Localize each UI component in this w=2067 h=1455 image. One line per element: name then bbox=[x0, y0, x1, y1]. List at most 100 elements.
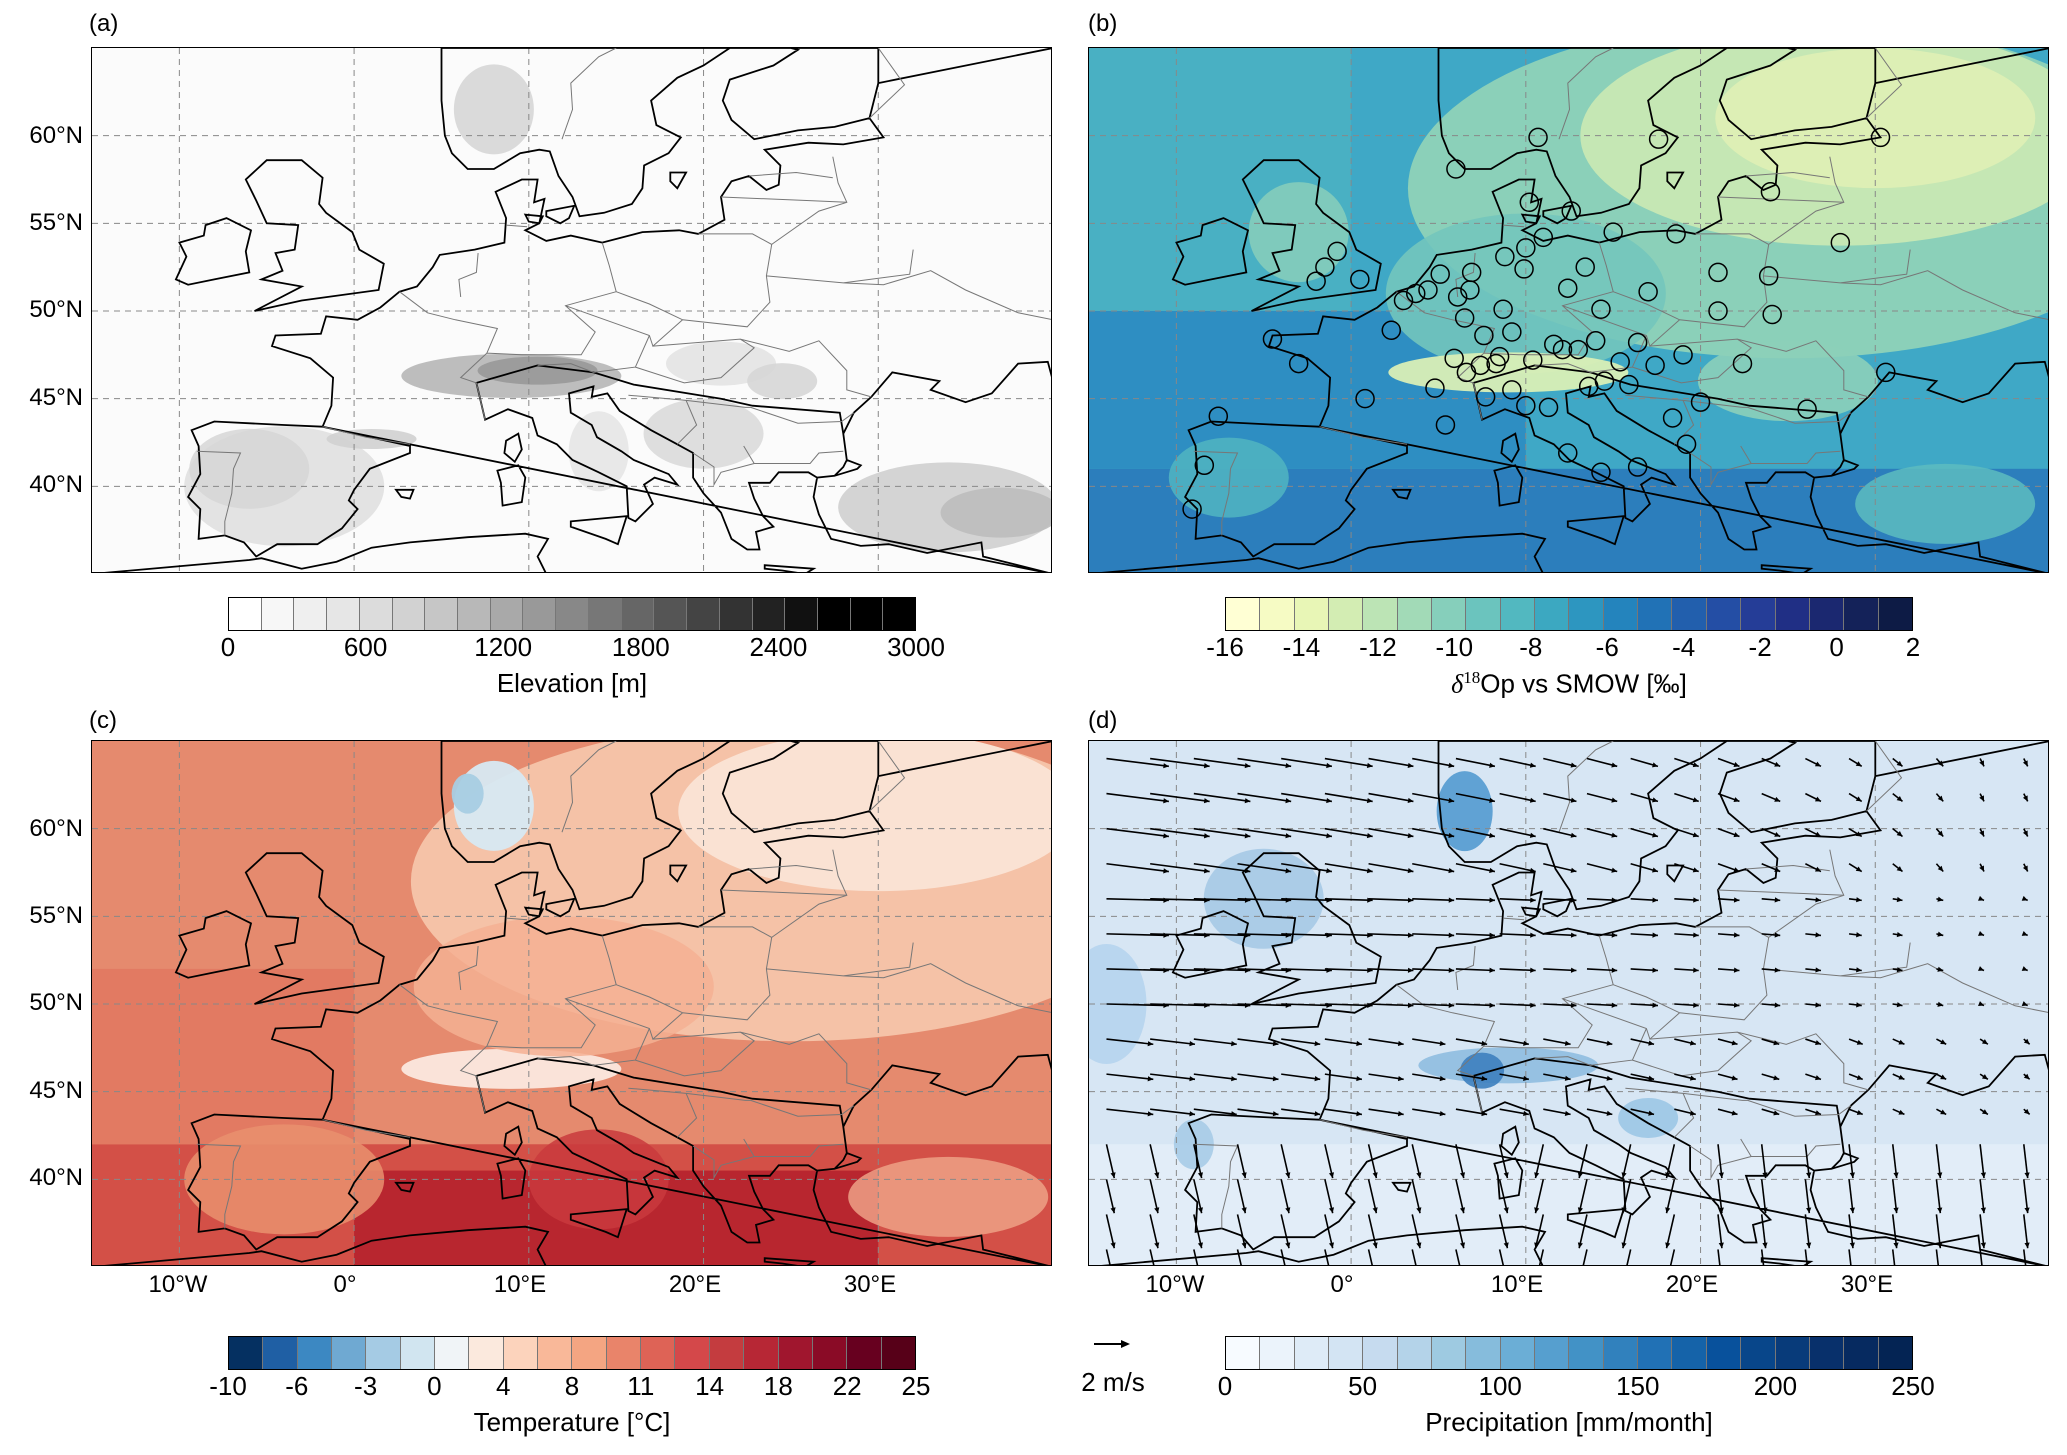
wind-vector bbox=[1717, 1249, 1721, 1265]
wind-vector bbox=[1106, 1073, 1154, 1082]
wind-vector bbox=[1455, 862, 1496, 874]
wind-vector bbox=[1848, 1144, 1855, 1179]
wind-vector bbox=[1280, 1144, 1291, 1179]
station-marker bbox=[1350, 269, 1370, 290]
precip-colorbar bbox=[1225, 1336, 1913, 1370]
wind-vector bbox=[1368, 862, 1414, 874]
wind-vector bbox=[1281, 862, 1333, 874]
colorbar-swatch bbox=[1363, 1337, 1398, 1369]
wind-vector bbox=[1412, 862, 1455, 874]
wind-vector bbox=[1805, 1073, 1822, 1081]
wind-vector bbox=[1412, 897, 1455, 903]
coastline bbox=[1101, 741, 2048, 1265]
wind-vector bbox=[1891, 1249, 1896, 1265]
wind-vector bbox=[1936, 1108, 1947, 1116]
colorbar-swatch bbox=[425, 598, 459, 630]
wind-vector bbox=[1892, 1073, 1905, 1081]
colorbar-swatch bbox=[1260, 1337, 1295, 1369]
wind-vector bbox=[1586, 757, 1618, 768]
wind-vector bbox=[1717, 1038, 1738, 1046]
wind-vector bbox=[1324, 827, 1373, 839]
wind-vector bbox=[1760, 1214, 1768, 1249]
wind-vector bbox=[1543, 1038, 1571, 1046]
station-marker bbox=[1486, 353, 1506, 374]
wind-vector bbox=[1979, 1144, 1986, 1179]
wind-vector bbox=[1106, 862, 1169, 874]
wind-vector bbox=[1621, 1214, 1632, 1249]
wind-vector bbox=[1717, 967, 1740, 973]
lat-label-bottom: 50°N bbox=[29, 989, 83, 1016]
colorbar-swatch bbox=[744, 1337, 779, 1369]
wind-vector bbox=[1630, 1073, 1655, 1081]
colorbar-swatch bbox=[332, 1337, 367, 1369]
wind-vector bbox=[1892, 792, 1903, 803]
wind-vector bbox=[1848, 1214, 1855, 1249]
station-marker bbox=[1638, 281, 1658, 302]
wind-vector bbox=[2022, 863, 2029, 872]
colorbar-tick-label: -10 bbox=[209, 1371, 247, 1401]
colorbar-tick-label: 4 bbox=[495, 1371, 511, 1401]
station-marker bbox=[1627, 332, 1648, 353]
station-marker bbox=[1666, 224, 1686, 244]
colorbar-swatch bbox=[1878, 598, 1912, 630]
station-marker bbox=[1493, 299, 1513, 319]
lat-label-bottom: 40°N bbox=[29, 1164, 83, 1191]
colorbar-tick-label: 600 bbox=[343, 632, 388, 662]
wind-vector bbox=[1193, 792, 1251, 804]
colorbar-swatch bbox=[469, 1337, 504, 1369]
wind-vector bbox=[1150, 1108, 1196, 1117]
wind-vector bbox=[1324, 1108, 1363, 1117]
panel-c-temperature-map bbox=[91, 740, 1052, 1266]
station-marker bbox=[1327, 241, 1347, 262]
colorbar-swatch bbox=[1638, 1337, 1673, 1369]
wind-vector bbox=[1848, 1002, 1862, 1008]
wind-vector bbox=[1499, 897, 1536, 903]
wind-vector bbox=[1935, 793, 1944, 802]
colorbar-swatch bbox=[1260, 598, 1295, 630]
wind-vector bbox=[1281, 757, 1333, 769]
colorbar-tick-label: -2 bbox=[1748, 632, 1772, 662]
wind-vector bbox=[1324, 1179, 1335, 1214]
station-marker bbox=[1708, 262, 1728, 283]
colorbar-swatch bbox=[1466, 598, 1501, 630]
wind-vector bbox=[1281, 1108, 1321, 1117]
wind-vector bbox=[1455, 1214, 1466, 1249]
temperature-field bbox=[401, 1048, 622, 1089]
wind-vector bbox=[1324, 932, 1373, 938]
colorbar-swatch bbox=[1638, 598, 1673, 630]
wind-vector bbox=[1412, 757, 1455, 768]
station-marker bbox=[1708, 301, 1728, 321]
panel-label-b: (b) bbox=[1088, 10, 1118, 37]
wind-vector bbox=[1892, 967, 1903, 973]
wind-vector bbox=[1892, 931, 1903, 938]
wind-vector bbox=[1498, 1179, 1509, 1214]
wind-vector bbox=[1280, 1179, 1291, 1214]
wind-vector bbox=[1804, 1144, 1812, 1179]
wind-vector bbox=[2023, 1038, 2031, 1045]
colorbar-swatch bbox=[1603, 598, 1639, 630]
colorbar-tick-label: 2400 bbox=[749, 632, 808, 662]
wind-vector bbox=[1891, 1144, 1899, 1179]
colorbar-swatch bbox=[1741, 598, 1776, 630]
colorbar-swatch bbox=[1500, 1337, 1536, 1369]
colorbar-tick-label: -14 bbox=[1282, 632, 1321, 662]
lat-label-bottom: 55°N bbox=[29, 902, 83, 929]
station-marker bbox=[1830, 232, 1851, 253]
wind-vector bbox=[1586, 827, 1618, 838]
wind-vector bbox=[1760, 1179, 1768, 1214]
colorbar-swatch bbox=[687, 598, 720, 630]
colorbar-tick-label: 2 bbox=[1905, 632, 1921, 662]
wind-vector bbox=[1804, 1249, 1808, 1265]
wind-vector bbox=[1412, 1002, 1455, 1008]
colorbar-tick-label: -8 bbox=[1519, 632, 1543, 662]
wind-vector bbox=[2022, 1249, 2027, 1265]
wind-vector bbox=[1324, 1144, 1335, 1179]
wind-vector bbox=[1324, 967, 1373, 973]
colorbar-swatch bbox=[778, 1337, 813, 1369]
wind-vector bbox=[1106, 827, 1169, 839]
colorbar-swatch bbox=[1775, 1337, 1810, 1369]
lon-label-d: 20°E bbox=[1665, 1271, 1719, 1298]
colorbar-swatch bbox=[1466, 1337, 1501, 1369]
colorbar-swatch bbox=[812, 1337, 848, 1369]
station-marker bbox=[1558, 443, 1578, 463]
